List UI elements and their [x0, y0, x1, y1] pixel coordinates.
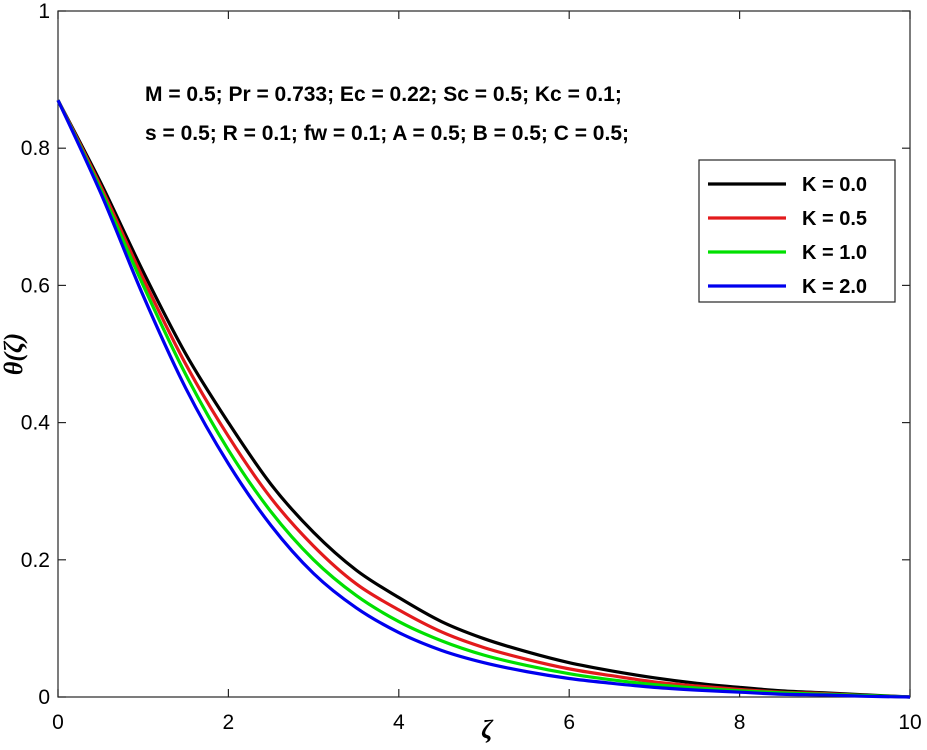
x-tick-label: 10 [898, 711, 921, 734]
legend: K = 0.0 K = 0.5 K = 1.0 K = 2.0 [698, 159, 896, 303]
plot-area [57, 10, 911, 698]
y-tick-label: 0 [38, 686, 50, 709]
x-tick-label: 4 [393, 711, 405, 734]
legend-label-2: K = 1.0 [802, 242, 867, 264]
y-tick-label: 0.8 [21, 137, 50, 160]
x-tick-label: 0 [52, 711, 64, 734]
y-tick-label: 1 [38, 0, 50, 23]
y-axis-label: θ(ζ) [0, 333, 28, 375]
series-line-0 [56, 99, 911, 699]
x-tick-label: 8 [734, 711, 746, 734]
x-tick-label: 2 [223, 711, 235, 734]
legend-label-1: K = 0.5 [802, 208, 867, 230]
legend-items: K = 0.0 K = 0.5 K = 1.0 K = 2.0 [708, 174, 867, 298]
series-line-3 [56, 99, 911, 699]
y-tick-label: 0.6 [21, 274, 50, 297]
y-tick-label: 0.2 [21, 549, 50, 572]
legend-label-3: K = 2.0 [802, 276, 867, 298]
parameter-annotation-line-2: s = 0.5; R = 0.1; fw = 0.1; A = 0.5; B =… [145, 122, 629, 145]
x-tick-label: 6 [563, 711, 575, 734]
x-axis-label: ζ [481, 715, 494, 744]
parameter-annotation-line-1: M = 0.5; Pr = 0.733; Ec = 0.22; Sc = 0.5… [145, 83, 622, 106]
y-tick-label: 0.4 [21, 412, 51, 435]
legend-label-0: K = 0.0 [802, 174, 867, 196]
series-lines [56, 99, 911, 699]
